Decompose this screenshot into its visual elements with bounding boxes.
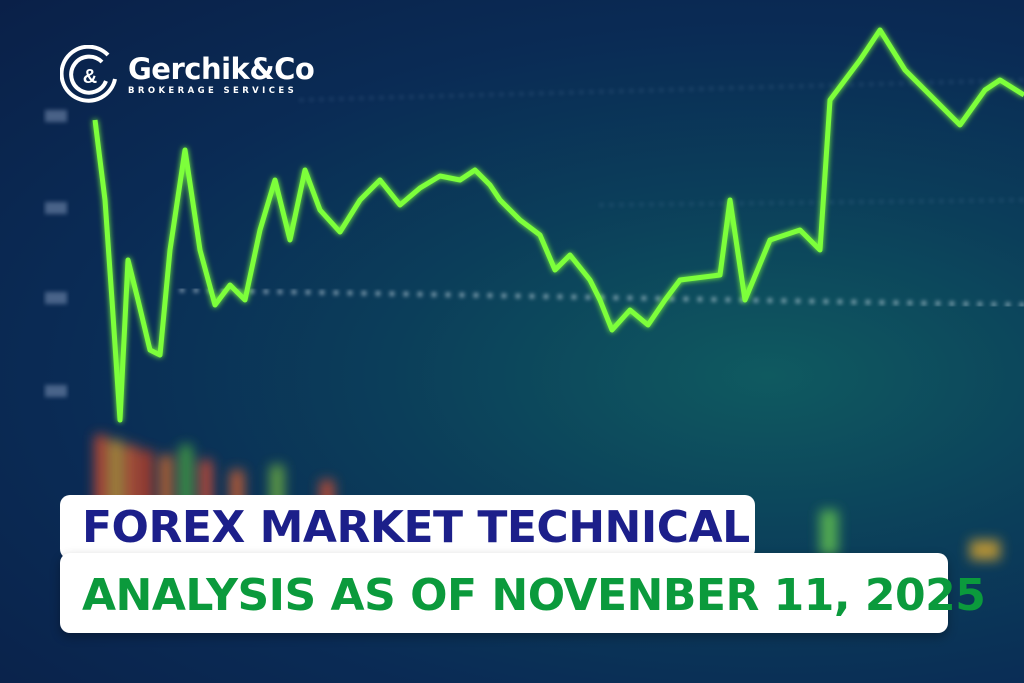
title-line-2: ANALYSIS AS OF NOVENBER 11, 2025 (82, 570, 986, 621)
price-line (92, 27, 1024, 423)
svg-text:&: & (83, 66, 97, 88)
title-line-1: FOREX MARKET TECHNICAL (82, 502, 750, 553)
grid-dotted-lines (299, 79, 1024, 206)
axis-labels-blurred (45, 110, 67, 397)
title-box-top (60, 495, 755, 559)
logo-rings-icon: & (60, 45, 117, 103)
brand-name: Gerchik&Co (128, 52, 315, 86)
brand-logo: & Gerchik&Co BROKERAGE SERVICES (60, 45, 315, 105)
brand-tagline: BROKERAGE SERVICES (128, 86, 298, 96)
reference-dotted-line (179, 288, 1024, 307)
title-box-bottom (60, 553, 948, 633)
